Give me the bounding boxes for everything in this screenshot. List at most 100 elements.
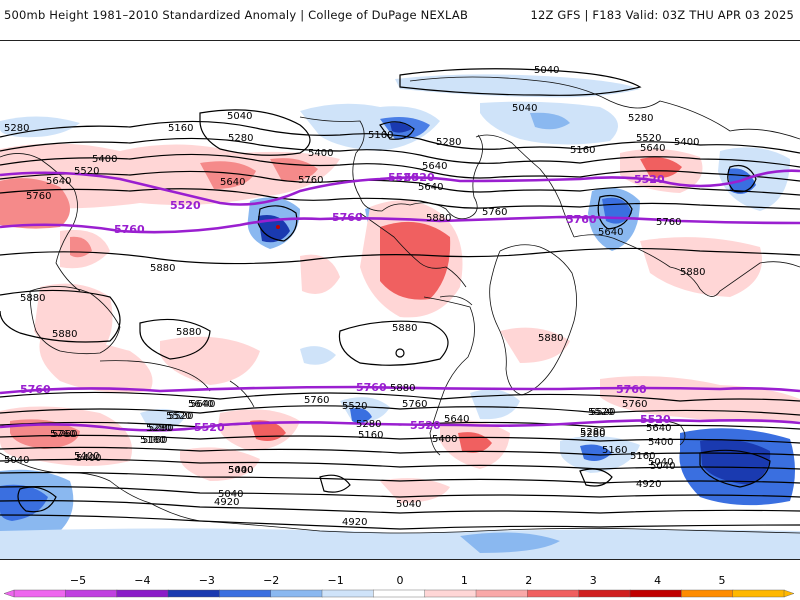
contour-label: 5040 (228, 465, 253, 476)
colorbar-segment (13, 589, 67, 598)
contour-label: 5760 (482, 207, 507, 218)
colorbar-segment (578, 589, 631, 598)
height-contours (0, 68, 800, 530)
contour-label: 5880 (52, 329, 77, 340)
contour-label: 5160 (602, 445, 627, 456)
contour-label: 5520 (636, 133, 661, 144)
contour-label: 5520 (74, 166, 99, 177)
colorbar-segment (270, 589, 323, 598)
colorbar-segment (424, 589, 477, 598)
contour-label: 5640 (444, 414, 469, 425)
purple-contour-label: 5520 (404, 171, 435, 184)
contour-label: 5280 (580, 427, 605, 438)
purple-contour-label: 5520 (388, 171, 419, 184)
contour-label: 5040 (648, 457, 673, 468)
contour-label: 5040 (650, 461, 675, 472)
contour-label: 5520 (590, 407, 615, 418)
purple-contour-label: 5520 (410, 419, 441, 432)
colorbar-segment (373, 589, 426, 598)
contour-label: 5760 (304, 395, 329, 406)
contour-label: 5280 (148, 423, 173, 434)
contour-label: 5640 (418, 182, 443, 193)
colorbar-segment (167, 589, 221, 598)
contour-label: 5640 (422, 161, 447, 172)
contour-label: 5640 (598, 227, 623, 238)
purple-contour-label: 5760 (356, 381, 387, 394)
contour-label: 5400 (76, 453, 101, 464)
contour-label: 5040 (218, 489, 243, 500)
contour-label: 5640 (640, 143, 665, 154)
contour-label: 5280 (4, 123, 29, 134)
colorbar-min-arrow (3, 589, 15, 598)
purple-contour-label: 5760 (566, 213, 597, 226)
contour-label: 5880 (392, 323, 417, 334)
contour-label: 5880 (20, 293, 45, 304)
colorbar-tick-label: 4 (654, 574, 661, 587)
contour-label: 5520 (588, 407, 613, 418)
colorbar-ticks: −5 −4 −3 −2 −1 0 1 2 3 4 5 (70, 574, 726, 587)
contour-label: 5280 (228, 133, 253, 144)
purple-contour-label: 5760 (114, 223, 145, 236)
purple-contour-label: 5520 (194, 421, 225, 434)
contour-label: 5400 (228, 465, 253, 476)
contour-label: 4920 (214, 497, 239, 508)
contour-label: 5880 (390, 383, 415, 394)
colorbar-tick-label: 2 (525, 574, 532, 587)
colorbar-segment (732, 589, 785, 598)
model-run-info: 12Z GFS | F183 Valid: 03Z THU APR 03 202… (530, 8, 794, 22)
contour-label: 5640 (646, 423, 671, 434)
colorbar-tick-label: −5 (70, 574, 86, 587)
contour-label: 5160 (368, 130, 393, 141)
colorbar-segment (475, 589, 529, 598)
header-bar: 500mb Height 1981–2010 Standardized Anom… (0, 0, 800, 36)
contour-label: 4920 (342, 517, 367, 528)
colorbar-tick-label: 5 (719, 574, 726, 587)
colorbar-tick-label: 0 (397, 574, 404, 587)
contour-labels: 5040 5040 5280 5160 5280 5400 5520 5640 … (4, 65, 705, 528)
contour-label: 5400 (648, 437, 673, 448)
colorbar-segment (681, 589, 734, 598)
contour-label: 5040 (396, 499, 421, 510)
contour-label: 5160 (630, 451, 655, 462)
colorbar-segment (116, 589, 169, 598)
contour-label: 5880 (176, 327, 201, 338)
page-title: 500mb Height 1981–2010 Standardized Anom… (4, 8, 469, 22)
contour-label: 5280 (146, 423, 171, 434)
contour-label: 5640 (188, 399, 213, 410)
contour-label: 5280 (628, 113, 653, 124)
colorbar-max-arrow (783, 589, 795, 598)
contour-label: 5640 (220, 177, 245, 188)
contour-label: 5280 (436, 137, 461, 148)
contour-label: 5400 (92, 154, 117, 165)
colorbar-segment (527, 589, 580, 598)
contour-label: 5160 (168, 123, 193, 134)
contour-label: 5520 (168, 411, 193, 422)
marker-points (276, 225, 405, 358)
contour-label: 5520 (342, 401, 367, 412)
colorbar-tick-label: −3 (199, 574, 215, 587)
anomaly-map: 5040 5040 5280 5160 5280 5400 5520 5640 … (0, 40, 800, 560)
purple-contour-label: 5760 (20, 383, 51, 396)
colorbar-tick-label: 1 (461, 574, 468, 587)
colorbar-canvas: −5 −4 −3 −2 −1 0 1 2 3 4 5 (3, 574, 795, 598)
colorbar-segments (3, 589, 795, 598)
contour-label: 5760 (622, 399, 647, 410)
contour-label: 5160 (140, 435, 165, 446)
contour-label: 5400 (74, 451, 99, 462)
coastlines (0, 76, 800, 534)
contour-label: 4920 (636, 479, 661, 490)
contour-label: 5160 (358, 430, 383, 441)
contour-label: 5280 (356, 419, 381, 430)
contour-label: 5880 (150, 263, 175, 274)
colorbar-tick-label: −1 (327, 574, 343, 587)
reference-contour-labels: 5520 5760 5760 5520 5760 5520 5760 5520 … (20, 171, 671, 434)
contour-label: 5760 (402, 399, 427, 410)
contour-label: 5760 (298, 175, 323, 186)
map-canvas: 5040 5040 5280 5160 5280 5400 5520 5640 … (0, 41, 800, 559)
contour-label: 5760 (26, 191, 51, 202)
purple-contour-label: 5760 (616, 383, 647, 396)
purple-contour-label: 5520 (170, 199, 201, 212)
contour-label: 5040 (227, 111, 252, 122)
colorbar-tick-label: −4 (134, 574, 150, 587)
purple-contour-label: 5760 (332, 211, 363, 224)
